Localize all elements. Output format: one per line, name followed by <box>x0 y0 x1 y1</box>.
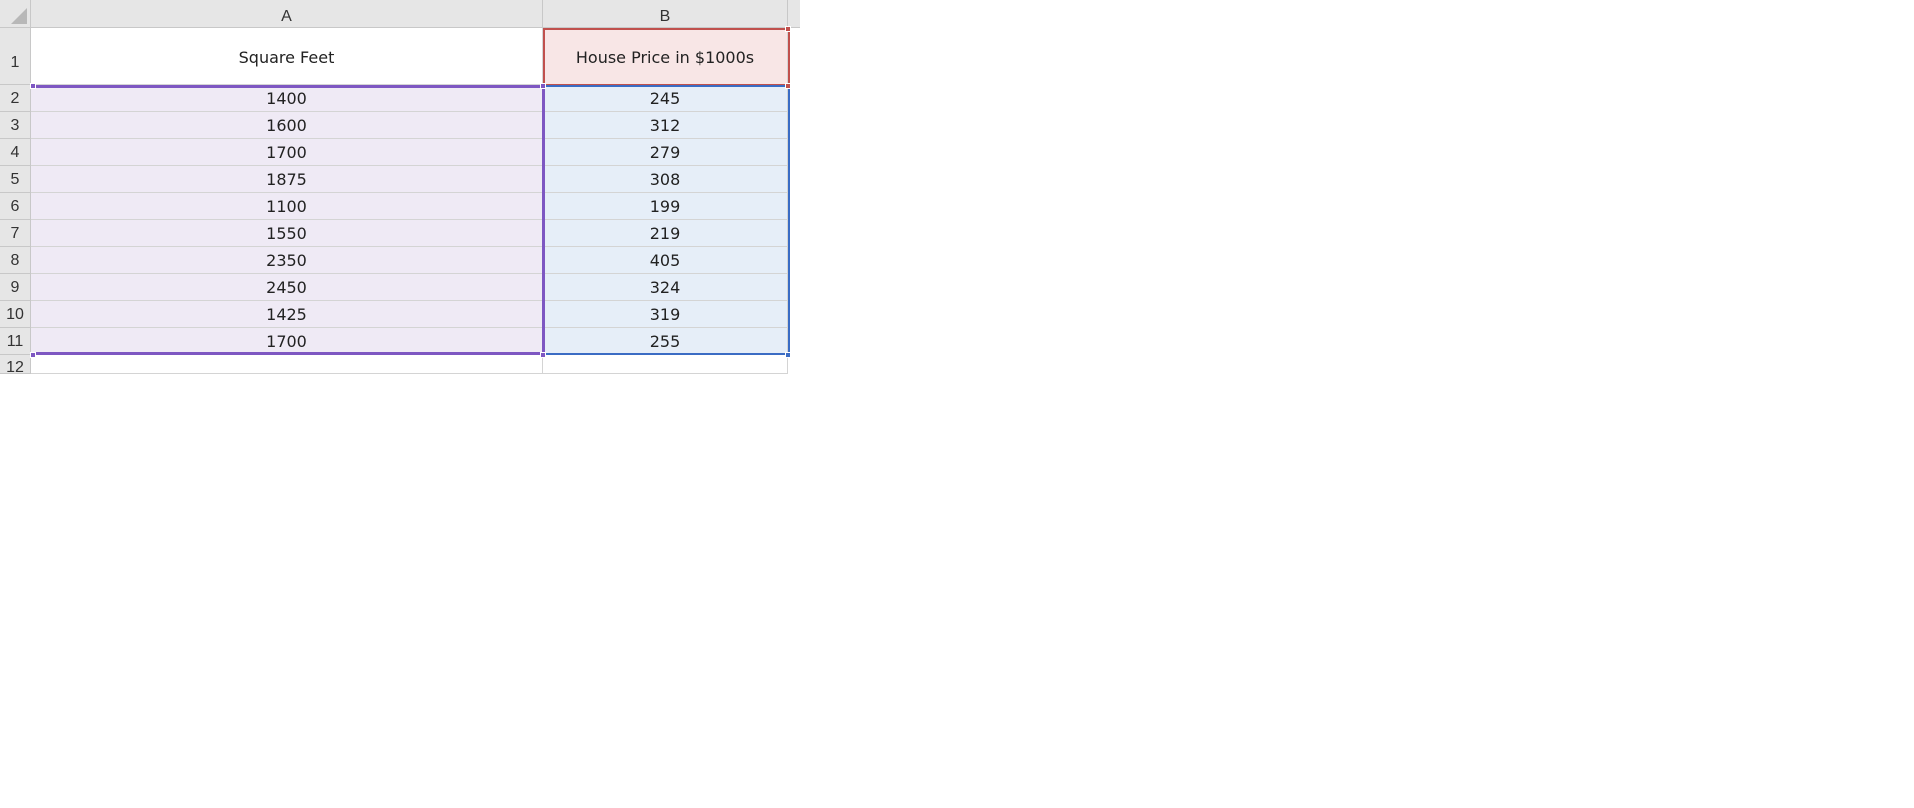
spreadsheet-grid: A B 1 Square Feet House Price in $1000s … <box>0 0 800 376</box>
row-header-10[interactable]: 10 <box>0 301 31 328</box>
row-header-4[interactable]: 4 <box>0 139 31 166</box>
cell-b12[interactable] <box>543 355 788 374</box>
range-handle-b1-top-right[interactable] <box>785 26 791 32</box>
cell-a10[interactable]: 1425 <box>31 301 543 328</box>
cell-a2[interactable]: 1400 <box>31 85 543 112</box>
cell-b5[interactable]: 308 <box>543 166 788 193</box>
cell-a11[interactable]: 1700 <box>31 328 543 355</box>
range-handle-b-bottom-right[interactable] <box>785 352 791 358</box>
range-handle-a-bottom-right[interactable] <box>540 352 546 358</box>
cell-a7[interactable]: 1550 <box>31 220 543 247</box>
cell-b7[interactable]: 219 <box>543 220 788 247</box>
row-header-12[interactable]: 12 <box>0 355 31 376</box>
cell-b1-house-price[interactable]: House Price in $1000s <box>543 28 788 85</box>
column-header-c[interactable] <box>788 0 800 28</box>
cell-b3[interactable]: 312 <box>543 112 788 139</box>
row-header-9[interactable]: 9 <box>0 274 31 301</box>
column-header-a[interactable]: A <box>31 0 543 28</box>
cell-a12[interactable] <box>31 355 543 374</box>
range-handle-b1-bottom-right[interactable] <box>785 83 791 89</box>
row-header-1[interactable]: 1 <box>0 28 31 85</box>
select-all-corner[interactable] <box>0 0 31 28</box>
cell-b4[interactable]: 279 <box>543 139 788 166</box>
cell-b9[interactable]: 324 <box>543 274 788 301</box>
row-header-7[interactable]: 7 <box>0 220 31 247</box>
row-header-8[interactable]: 8 <box>0 247 31 274</box>
cell-a9[interactable]: 2450 <box>31 274 543 301</box>
cell-a6[interactable]: 1100 <box>31 193 543 220</box>
cell-a3[interactable]: 1600 <box>31 112 543 139</box>
row-header-5[interactable]: 5 <box>0 166 31 193</box>
column-header-b[interactable]: B <box>543 0 788 28</box>
cell-b2[interactable]: 245 <box>543 85 788 112</box>
cell-a1-square-feet[interactable]: Square Feet <box>31 28 543 85</box>
cell-b11[interactable]: 255 <box>543 328 788 355</box>
select-all-triangle-icon <box>11 8 27 24</box>
cell-a5[interactable]: 1875 <box>31 166 543 193</box>
range-handle-a-top-right[interactable] <box>540 83 546 89</box>
row-header-11[interactable]: 11 <box>0 328 31 355</box>
row-header-6[interactable]: 6 <box>0 193 31 220</box>
row-header-3[interactable]: 3 <box>0 112 31 139</box>
cell-b10[interactable]: 319 <box>543 301 788 328</box>
range-handle-a-bottom-left[interactable] <box>30 352 36 358</box>
cell-b6[interactable]: 199 <box>543 193 788 220</box>
range-handle-a-top-left[interactable] <box>30 83 36 89</box>
cell-b8[interactable]: 405 <box>543 247 788 274</box>
cell-a4[interactable]: 1700 <box>31 139 543 166</box>
cell-a8[interactable]: 2350 <box>31 247 543 274</box>
row-header-2[interactable]: 2 <box>0 85 31 112</box>
